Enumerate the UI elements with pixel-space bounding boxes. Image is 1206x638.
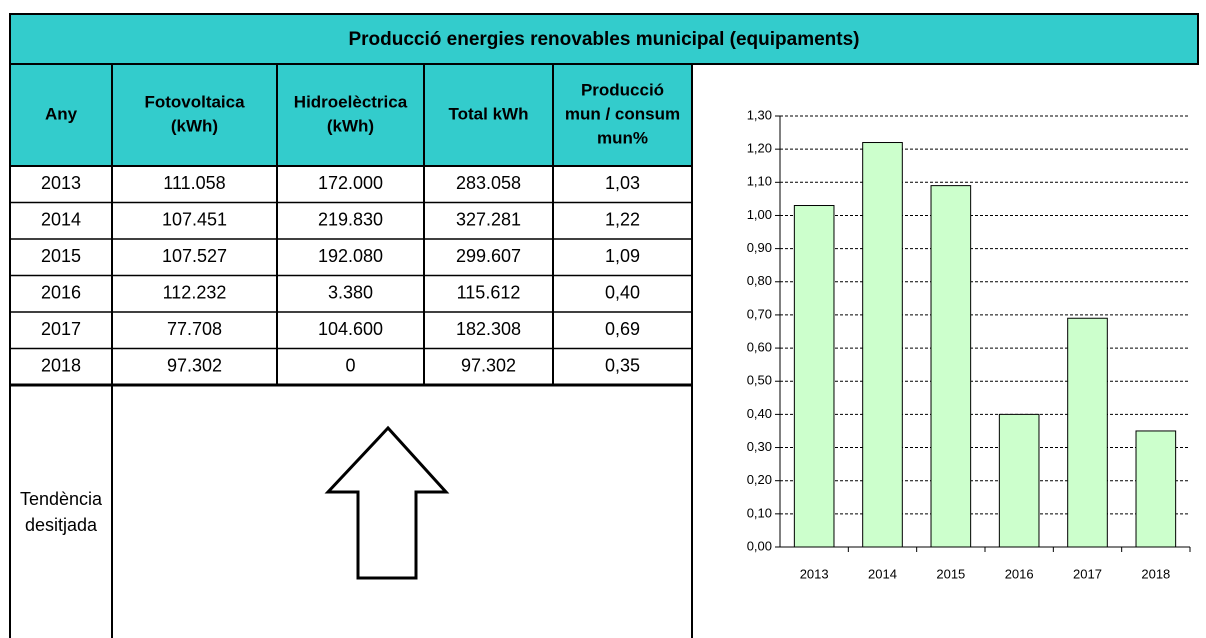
cell-text: 2014 — [41, 210, 81, 230]
header-text: mun% — [597, 128, 648, 147]
cell-text: 2013 — [41, 173, 81, 193]
x-tick-label: 2014 — [868, 566, 897, 581]
cell-text: 1,03 — [605, 173, 640, 193]
y-tick-label: 0,90 — [747, 240, 772, 255]
cell-text: 0 — [345, 356, 355, 376]
header-row — [9, 63, 693, 167]
cell-text: 283.058 — [456, 173, 521, 193]
cell-text: 0,69 — [605, 319, 640, 339]
cell-text: 2016 — [41, 283, 81, 303]
y-tick-label: 1,00 — [747, 207, 772, 222]
trend-label: desitjada — [25, 515, 98, 535]
cell-text: 299.607 — [456, 246, 521, 266]
cell-text: 172.000 — [318, 173, 383, 193]
title-bar — [9, 13, 1199, 65]
x-tick-label: 2016 — [1005, 566, 1034, 581]
bar — [862, 142, 903, 548]
header-text: Hidroelèctrica — [294, 92, 408, 111]
cell-text: 0,35 — [605, 356, 640, 376]
title: Producció energies renovables municipal … — [348, 29, 859, 50]
header-text: Fotovoltaica — [144, 92, 245, 111]
header-text: Producció — [581, 80, 664, 99]
bar — [1067, 317, 1108, 548]
header-text: (kWh) — [171, 116, 218, 135]
y-tick-label: 0,70 — [747, 306, 772, 321]
trend-label: Tendència — [20, 489, 103, 509]
y-tick-label: 0,10 — [747, 505, 772, 520]
x-tick-label: 2013 — [800, 566, 829, 581]
header-text: (kWh) — [327, 116, 374, 135]
header-text: Total kWh — [449, 104, 529, 123]
cell-text: 2017 — [41, 319, 81, 339]
y-tick-label: 0,30 — [747, 439, 772, 454]
x-tick-label: 2017 — [1073, 566, 1102, 581]
cell-text: 112.232 — [163, 283, 227, 303]
cell-text: 327.281 — [456, 210, 521, 230]
y-tick-label: 1,20 — [747, 141, 772, 156]
y-tick-label: 0,40 — [747, 406, 772, 421]
cell-text: 111.058 — [163, 173, 225, 193]
cell-text: 219.830 — [318, 210, 383, 230]
bar — [930, 185, 972, 548]
y-tick-label: 0,50 — [747, 373, 772, 388]
cell-text: 2015 — [41, 246, 81, 266]
cell-text: 1,22 — [605, 210, 640, 230]
bar — [1135, 430, 1177, 548]
cell-text: 107.451 — [162, 210, 227, 230]
header-text: Any — [45, 104, 78, 123]
cell-text: 115.612 — [457, 283, 521, 303]
y-tick-label: 0,00 — [747, 538, 772, 553]
bar — [793, 205, 835, 548]
cell-text: 0,40 — [605, 283, 640, 303]
cell-text: 104.600 — [318, 319, 383, 339]
cell-text: 77.708 — [167, 319, 222, 339]
cell-text: 97.302 — [461, 356, 516, 376]
x-tick-label: 2018 — [1141, 566, 1170, 581]
cell-text: 2018 — [41, 356, 81, 376]
y-tick-label: 1,10 — [747, 174, 772, 189]
cell-text: 107.527 — [162, 246, 227, 266]
cell-text: 1,09 — [605, 246, 640, 266]
cell-text: 182.308 — [456, 319, 521, 339]
cell-text: 3.380 — [328, 283, 373, 303]
y-tick-label: 0,20 — [747, 472, 772, 487]
up-arrow — [324, 425, 450, 580]
bar — [998, 413, 1040, 548]
y-tick-label: 0,80 — [747, 273, 772, 288]
cell-text: 192.080 — [318, 246, 383, 266]
cell-text: 97.302 — [167, 356, 222, 376]
y-tick-label: 1,30 — [747, 107, 772, 122]
y-tick-label: 0,60 — [747, 340, 772, 355]
x-tick-label: 2015 — [936, 566, 965, 581]
header-text: mun / consum — [565, 104, 680, 123]
